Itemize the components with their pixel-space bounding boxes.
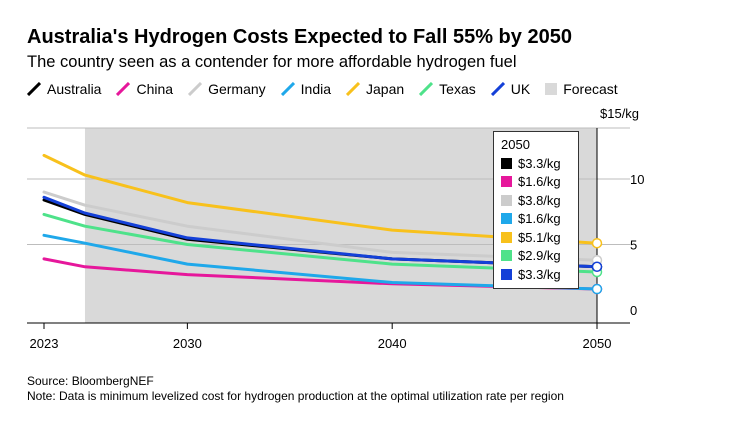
tooltip-row: $3.8/kg (501, 191, 578, 210)
x-tick-label: 2050 (583, 336, 612, 351)
tooltip-value: $1.6/kg (518, 174, 561, 190)
x-tick-label: 2023 (30, 336, 59, 351)
x-tick-label: 2030 (173, 336, 202, 351)
legend-swatch (490, 82, 505, 96)
tooltip-swatch (501, 157, 512, 169)
tooltip-value: $3.3/kg (518, 266, 561, 282)
tooltip-value: $3.3/kg (518, 155, 561, 171)
tooltip-value: $1.6/kg (518, 211, 561, 227)
tooltip-swatch (501, 231, 512, 243)
axes: $15/kg 0 5 10 2023 2030 2040 2050 (27, 106, 644, 351)
legend-swatch (419, 82, 434, 96)
legend-swatch (346, 82, 360, 96)
legend-label: Germany (208, 81, 266, 97)
end-marker-uk (591, 261, 603, 273)
tooltip-rows: $3.3/kg $1.6/kg $3.8/kg $1.6/kg $5.1/kg $2.9/… (501, 154, 578, 284)
series-line-germany (42, 190, 599, 262)
series-line-japan (42, 153, 599, 245)
legend-label: Australia (47, 81, 102, 97)
tooltip-row: $1.6/kg (501, 210, 578, 229)
footnote: Note: Data is minimum levelized cost for… (27, 389, 564, 403)
series-line-india (42, 233, 599, 291)
legend: Australia China Germany India Japan Texas UK Fo… (27, 81, 633, 97)
y-tick-label: 10 (630, 172, 644, 187)
legend-swatch (545, 83, 558, 95)
tooltip-value: $5.1/kg (518, 229, 561, 245)
legend-item-australia: Australia (27, 81, 101, 97)
legend-item-texas: Texas (419, 81, 476, 97)
tooltip-row: $2.9/kg (501, 247, 578, 266)
legend-item-uk: UK (490, 81, 531, 97)
legend-item-germany: Germany (188, 81, 266, 97)
legend-swatch (116, 82, 131, 96)
end-marker-india (591, 283, 603, 295)
legend-item-china: China (116, 81, 173, 97)
tooltip-row: $1.6/kg (501, 173, 578, 192)
legend-item-japan: Japan (346, 81, 404, 97)
tooltip-swatch (501, 250, 512, 262)
legend-label: UK (510, 81, 531, 97)
legend-swatch (280, 82, 295, 96)
tooltip-title: 2050 (501, 137, 530, 152)
end-marker-japan (591, 237, 603, 249)
legend-label: China (136, 81, 174, 97)
series-line-texas (42, 212, 599, 274)
legend-item-india: India (280, 81, 331, 97)
legend-swatch (27, 82, 41, 96)
tooltip-value: $2.9/kg (518, 248, 561, 264)
x-tick-label: 2040 (378, 336, 407, 351)
tooltip-row: $5.1/kg (501, 228, 578, 247)
chart-subtitle: The country seen as a contender for more… (27, 53, 517, 71)
source-note: Source: BloombergNEF (27, 374, 154, 388)
legend-item-forecast: Forecast (545, 81, 618, 97)
chart-title: Australia's Hydrogen Costs Expected to F… (27, 26, 572, 48)
tooltip-row: $3.3/kg (501, 154, 578, 173)
legend-label: Texas (439, 81, 476, 97)
legend-label: India (300, 81, 331, 97)
tooltip-swatch (501, 268, 512, 280)
y-axis-unit-label: $15/kg (600, 106, 639, 121)
end-markers (591, 128, 603, 323)
hover-tooltip: 2050 $3.3/kg $1.6/kg $3.8/kg $1.6/kg $5.1/kg… (493, 131, 579, 289)
tooltip-value: $3.8/kg (518, 192, 561, 208)
legend-label: Forecast (563, 81, 618, 97)
tooltip-swatch (501, 213, 512, 225)
series-lines (42, 153, 599, 291)
y-tick-label: 5 (630, 238, 637, 253)
series-line-uk (42, 195, 599, 269)
tooltip-row: $3.3/kg (501, 265, 578, 284)
tooltip-swatch (501, 194, 512, 206)
legend-label: Japan (366, 81, 405, 97)
tooltip-swatch (501, 176, 512, 188)
legend-swatch (188, 82, 203, 96)
y-tick-label: 0 (630, 303, 637, 318)
